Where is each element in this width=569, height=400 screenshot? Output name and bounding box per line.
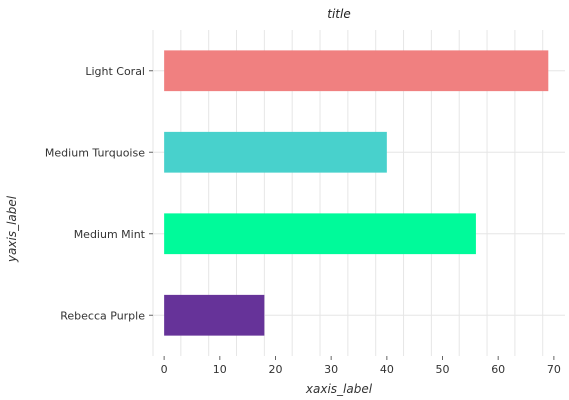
x-axis-label: xaxis_label — [305, 382, 373, 396]
y-tick-label: Light Coral — [85, 65, 145, 78]
y-tick-label: Medium Turquoise — [45, 146, 145, 159]
x-axis: 0 10 20 30 40 50 60 70 — [161, 356, 561, 376]
x-tick-label: 30 — [324, 363, 338, 376]
x-tick-label: 40 — [380, 363, 394, 376]
x-tick-label: 70 — [547, 363, 561, 376]
bar-layer — [164, 50, 549, 336]
bar-light-coral — [164, 50, 549, 92]
x-tick-label: 0 — [161, 363, 168, 376]
chart-title: title — [327, 7, 350, 21]
y-tick-label: Medium Mint — [74, 228, 146, 241]
bar-medium-turquoise — [164, 131, 387, 173]
x-tick-label: 60 — [491, 363, 505, 376]
bar-rebecca-purple — [164, 294, 265, 336]
x-tick-label: 50 — [436, 363, 450, 376]
x-tick-label: 10 — [213, 363, 227, 376]
y-axis-label: yaxis_label — [5, 195, 19, 263]
x-tick-label: 20 — [268, 363, 282, 376]
y-axis: Rebecca Purple Medium Mint Medium Turquois… — [45, 65, 153, 322]
bar-medium-mint — [164, 213, 476, 255]
y-tick-label: Rebecca Purple — [60, 309, 145, 322]
